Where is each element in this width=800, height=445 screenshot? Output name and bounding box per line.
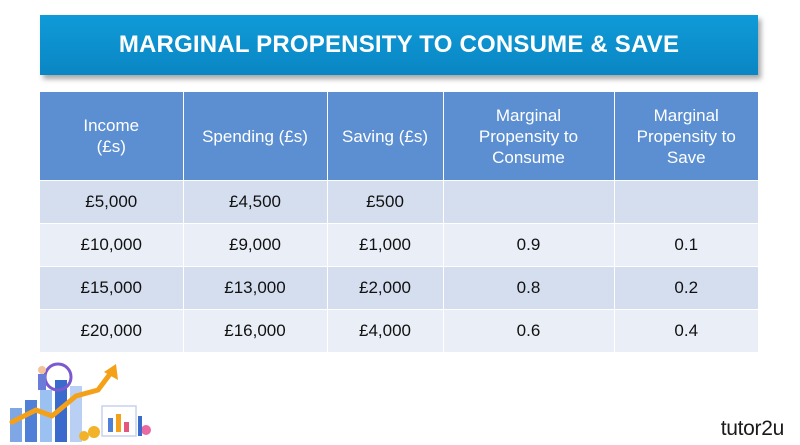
cell-spending: £4,500 — [183, 180, 328, 224]
cell-income: £10,000 — [40, 223, 184, 267]
table-row: £10,000 £9,000 £1,000 0.9 0.1 — [40, 223, 758, 267]
header-saving: Saving (£s) — [327, 92, 444, 181]
cell-mpc: 0.6 — [443, 309, 615, 352]
cell-mps: 0.2 — [614, 266, 758, 310]
cell-spending: £16,000 — [183, 309, 328, 352]
cell-saving: £500 — [327, 180, 444, 224]
cell-saving: £4,000 — [327, 309, 444, 352]
cell-spending: £9,000 — [183, 223, 328, 267]
header-mpc: Marginal Propensity to Consume — [443, 92, 615, 181]
cell-mps: 0.4 — [614, 309, 758, 352]
header-mps: Marginal Propensity to Save — [614, 92, 758, 181]
cell-spending: £13,000 — [183, 266, 328, 310]
table-row: £20,000 £16,000 £4,000 0.6 0.4 — [40, 309, 758, 352]
table-row: £15,000 £13,000 £2,000 0.8 0.2 — [40, 266, 758, 310]
slide-title: MARGINAL PROPENSITY TO CONSUME & SAVE — [118, 31, 680, 58]
cell-mpc: 0.9 — [443, 223, 615, 267]
cell-income: £20,000 — [40, 309, 184, 352]
table-header-row: Income (£s) Spending (£s) Saving (£s) Ma… — [40, 92, 758, 181]
cell-mps: 0.1 — [614, 223, 758, 267]
header-spending: Spending (£s) — [183, 92, 328, 181]
header-income: Income (£s) — [40, 92, 184, 181]
tutor2u-logo: tutor2u — [720, 417, 785, 440]
mpc-mps-table: Income (£s) Spending (£s) Saving (£s) Ma… — [40, 92, 758, 352]
cell-saving: £1,000 — [327, 223, 444, 267]
title-banner: MARGINAL PROPENSITY TO CONSUME & SAVE — [40, 15, 758, 75]
cell-saving: £2,000 — [327, 266, 444, 310]
table-row: £5,000 £4,500 £500 — [40, 180, 758, 224]
cell-income: £5,000 — [40, 180, 184, 224]
growth-chart-illustration — [9, 362, 151, 442]
cell-income: £15,000 — [40, 266, 184, 310]
cell-mpc: 0.8 — [443, 266, 615, 310]
cell-mps — [614, 180, 758, 224]
cell-mpc — [443, 180, 615, 224]
